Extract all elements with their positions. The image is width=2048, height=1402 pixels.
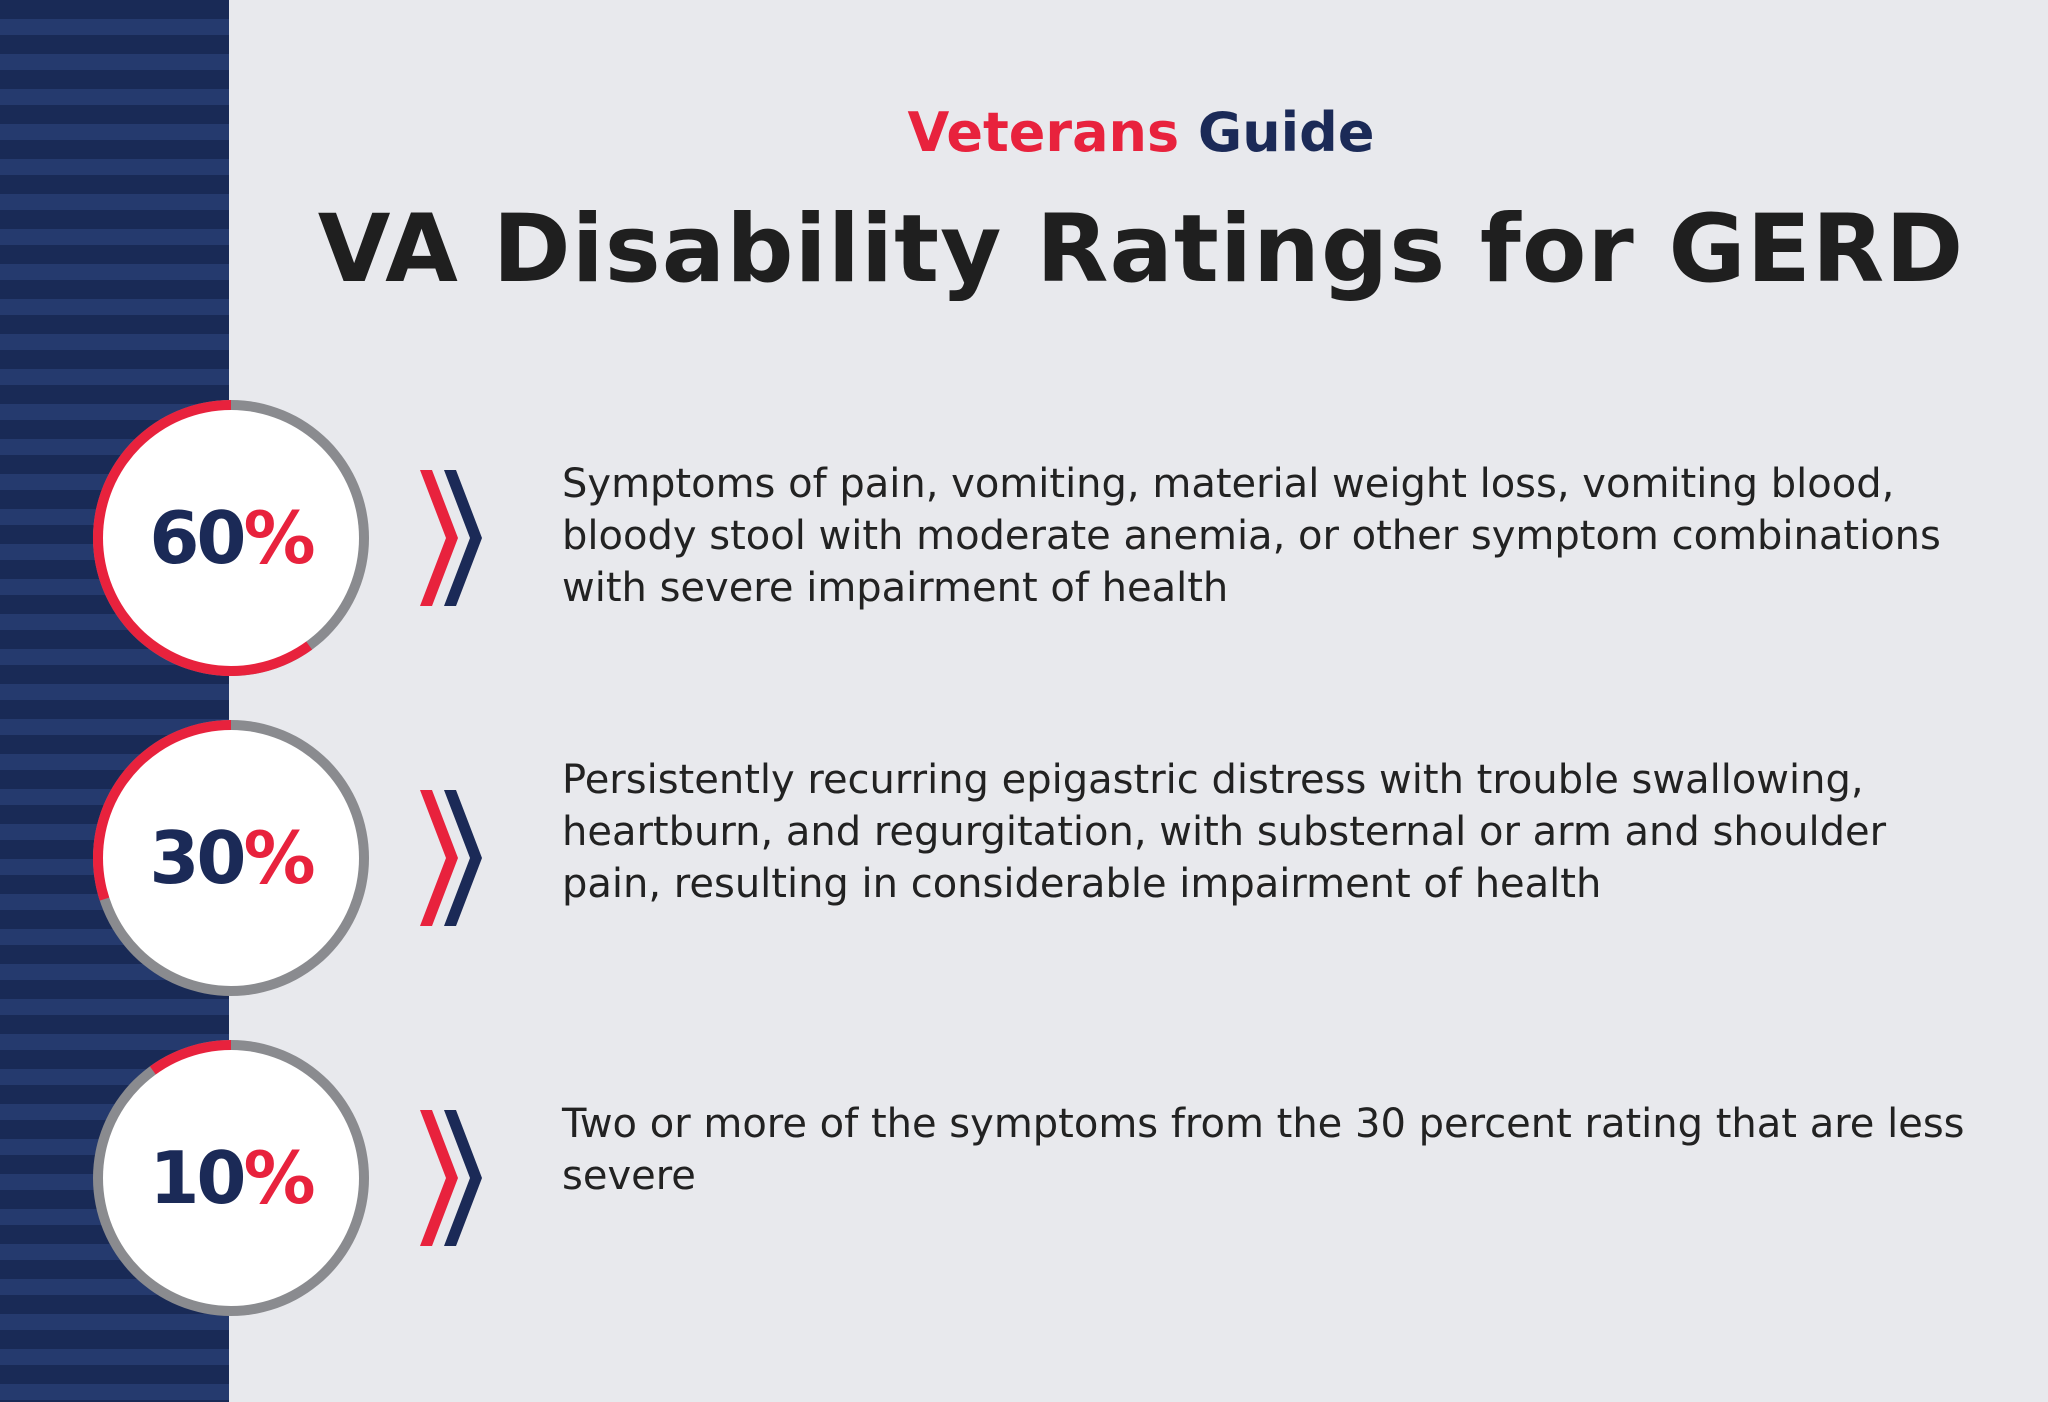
double-chevron-right-icon <box>418 1110 484 1246</box>
rating-description: Persistently recurring epigastric distre… <box>562 757 1887 907</box>
gauge-face <box>103 410 359 666</box>
gauge-ring <box>93 1040 369 1316</box>
double-chevron-right-icon <box>418 470 484 606</box>
percent-sign: % <box>243 496 316 580</box>
rating-gauge: 10% <box>83 1030 379 1326</box>
rating-value: 30% <box>83 710 379 1006</box>
rating-value: 10% <box>83 1030 379 1326</box>
rating-description: Two or more of the symptoms from the 30 … <box>562 1101 1965 1199</box>
rating-gauge: 30% <box>83 710 379 1006</box>
gauge-face <box>103 1050 359 1306</box>
gauge-face <box>103 730 359 986</box>
brand-logo: Veterans Guide <box>0 98 2048 168</box>
brand-name-part-veterans: Veterans <box>907 101 1180 164</box>
rating-number: 10 <box>149 1136 246 1220</box>
rating-number: 30 <box>149 816 246 900</box>
rating-number: 60 <box>149 496 246 580</box>
rating-value: 60% <box>83 390 379 686</box>
rating-gauge: 60% <box>83 390 379 686</box>
percent-sign: % <box>243 1136 316 1220</box>
double-chevron-right-icon <box>418 790 484 926</box>
percent-sign: % <box>243 816 316 900</box>
gauge-ring <box>92 400 369 676</box>
gauge-ring <box>92 720 369 996</box>
page-title: VA Disability Ratings for GERD <box>317 195 1965 304</box>
brand-name-part-guide: Guide <box>1197 101 1375 164</box>
rating-description: Symptoms of pain, vomiting, material wei… <box>562 461 1941 611</box>
